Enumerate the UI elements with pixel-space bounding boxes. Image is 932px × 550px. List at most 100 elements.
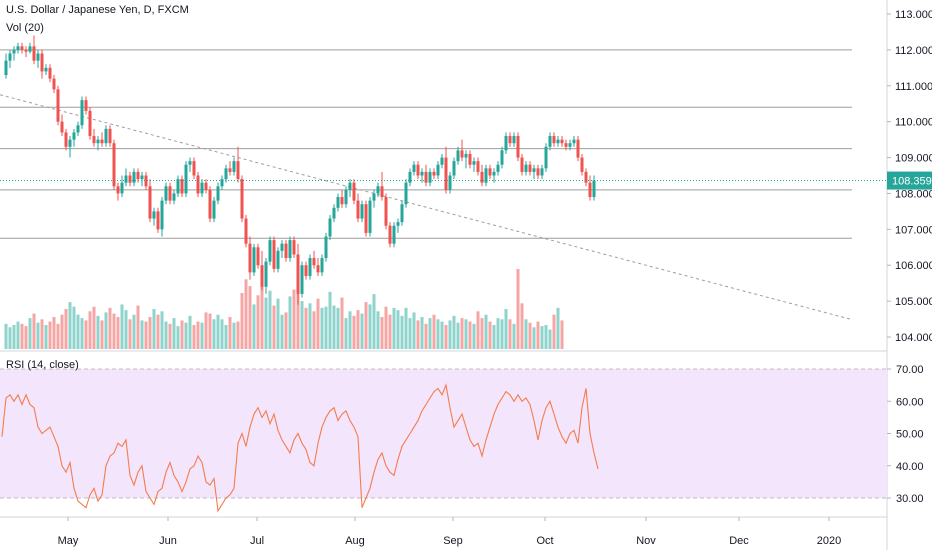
- volume-bar: [460, 318, 464, 349]
- volume-bar: [332, 305, 336, 349]
- candle-body: [276, 250, 280, 269]
- candle-body: [184, 164, 188, 194]
- candle-body: [208, 189, 212, 219]
- volume-bar: [232, 322, 236, 349]
- volume-bar: [500, 319, 504, 349]
- volume-bar: [528, 322, 532, 349]
- volume-bar: [352, 315, 356, 349]
- candle-body: [296, 254, 300, 294]
- candle-body: [332, 207, 336, 219]
- time-tick-label: Aug: [345, 535, 365, 547]
- candle-body: [360, 204, 364, 219]
- candle-body: [456, 150, 460, 162]
- candle-body: [264, 261, 268, 287]
- volume-bar: [380, 317, 384, 349]
- candle-body: [192, 161, 196, 176]
- candle-body: [216, 186, 220, 201]
- volume-bar: [308, 303, 312, 349]
- candle-body: [504, 136, 508, 151]
- candle-body: [500, 150, 504, 165]
- volume-bar: [116, 317, 120, 349]
- volume-bar: [8, 327, 12, 349]
- volume-bar: [248, 286, 252, 349]
- volume-bar: [176, 326, 180, 349]
- volume-bar: [280, 314, 284, 349]
- volume-bar: [364, 302, 368, 349]
- candle-body: [388, 225, 392, 244]
- candle-body: [4, 60, 8, 76]
- volume-bar: [484, 314, 488, 349]
- volume-bar: [220, 319, 224, 349]
- candle-body: [84, 100, 88, 111]
- volume-bar: [148, 317, 152, 349]
- candle-body: [16, 46, 20, 50]
- price-tick-label: 107.000: [895, 224, 932, 236]
- volume-bar: [160, 311, 164, 349]
- trendline: [0, 94, 851, 320]
- candle-body: [408, 171, 412, 183]
- candle-body: [64, 132, 68, 147]
- candle-body: [532, 168, 536, 172]
- candle-body: [256, 247, 260, 266]
- candle-body: [328, 218, 332, 237]
- volume-bar: [404, 307, 408, 349]
- time-tick-label: May: [58, 535, 79, 547]
- candle-body: [280, 243, 284, 251]
- volume-bar: [384, 306, 388, 349]
- volume-bar: [44, 325, 48, 349]
- candle-body: [32, 46, 36, 61]
- candle-body: [340, 197, 344, 205]
- volume-bar: [292, 289, 296, 349]
- candle-body: [268, 240, 272, 262]
- volume-bar: [24, 326, 28, 349]
- candle-body: [552, 136, 556, 144]
- volume-bar: [376, 311, 380, 349]
- volume-bar: [76, 314, 80, 349]
- candle-body: [144, 175, 148, 187]
- volume-bar: [552, 314, 556, 349]
- candle-body: [404, 182, 408, 205]
- rsi-tick-label: 40.00: [896, 461, 924, 473]
- volume-bar: [216, 314, 220, 349]
- volume-bar: [520, 303, 524, 349]
- candle-body: [520, 157, 524, 172]
- candle-body: [420, 171, 424, 176]
- volume-bar: [96, 315, 100, 349]
- candle-body: [376, 186, 380, 194]
- volume-bar: [432, 314, 436, 349]
- volume-bar: [560, 320, 564, 349]
- price-tick-label: 108.000: [895, 188, 932, 200]
- candle-body: [68, 139, 72, 147]
- candle-body: [52, 78, 56, 90]
- price-tick-label: 113.000: [895, 9, 932, 21]
- volume-bar: [244, 279, 248, 349]
- candle-body: [508, 136, 512, 144]
- candle-body: [236, 161, 240, 180]
- volume-bar: [240, 293, 244, 349]
- volume-bar: [28, 318, 32, 349]
- candle-body: [260, 265, 264, 287]
- volume-bar: [424, 323, 428, 349]
- candle-body: [212, 200, 216, 219]
- candle-body: [160, 200, 164, 230]
- volume-bar: [336, 307, 340, 349]
- candle-body: [440, 157, 444, 165]
- candle-body: [484, 168, 488, 183]
- volume-bar: [328, 291, 332, 349]
- volume-bar: [156, 314, 160, 349]
- volume-bar: [140, 320, 144, 349]
- candle-body: [92, 136, 96, 144]
- volume-bar: [40, 319, 44, 349]
- candle-body: [112, 143, 116, 187]
- volume-bar: [536, 321, 540, 349]
- chart-title: U.S. Dollar / Japanese Yen, D, FXCM: [6, 4, 189, 16]
- candle-body: [288, 240, 292, 259]
- candle-body: [488, 168, 492, 176]
- volume-bar: [508, 319, 512, 349]
- candle-body: [76, 125, 80, 133]
- volume-bar: [264, 297, 268, 349]
- candle-body: [572, 139, 576, 144]
- candle-body: [12, 49, 16, 54]
- candle-body: [140, 175, 144, 180]
